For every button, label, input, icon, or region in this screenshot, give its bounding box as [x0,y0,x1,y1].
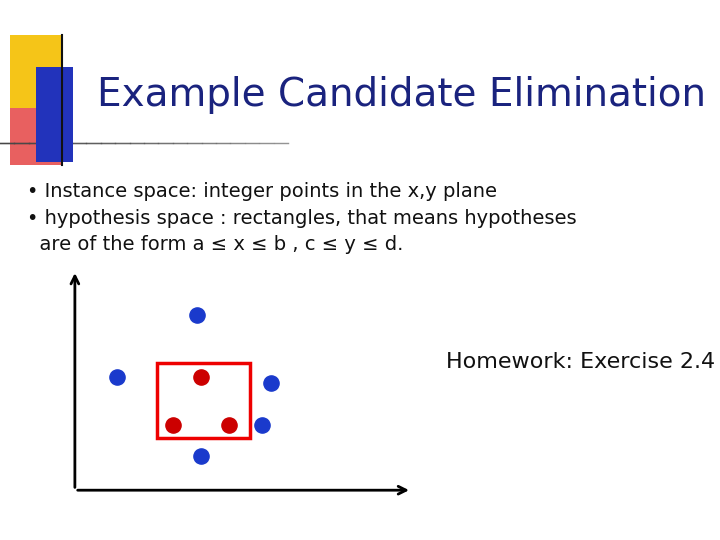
Text: • Instance space: integer points in the x,y plane: • Instance space: integer points in the … [27,182,498,201]
Bar [36,68,73,162]
Point [111,373,122,382]
Text: Example Candidate Elimination: Example Candidate Elimination [97,76,706,113]
Point [256,421,268,430]
Bar [10,35,62,119]
Text: are of the form a ≤ x ≤ b , c ≤ y ≤ d.: are of the form a ≤ x ≤ b , c ≤ y ≤ d. [27,234,404,254]
Point [167,421,179,430]
Text: Homework: Exercise 2.4: Homework: Exercise 2.4 [446,352,716,372]
Point [223,421,235,430]
Point [191,311,202,320]
Point [195,452,207,461]
Point [195,373,207,382]
Bar [10,108,62,165]
Text: • hypothesis space : rectangles, that means hypotheses: • hypothesis space : rectangles, that me… [27,209,577,228]
Point [266,379,277,387]
Bar [157,363,251,438]
